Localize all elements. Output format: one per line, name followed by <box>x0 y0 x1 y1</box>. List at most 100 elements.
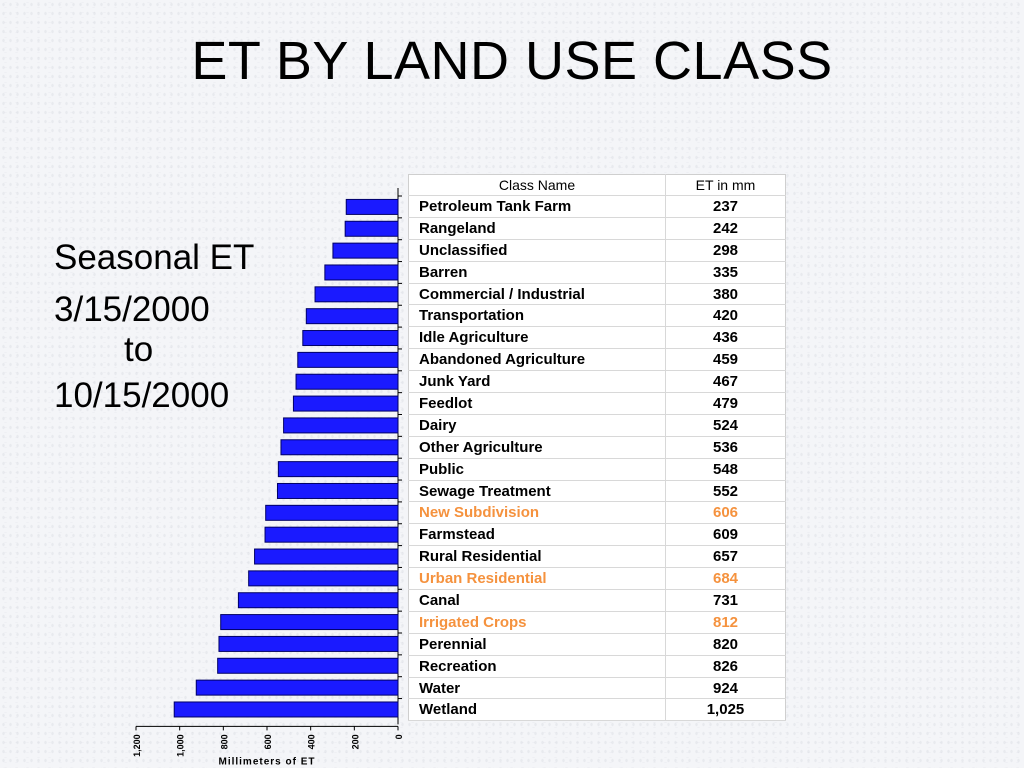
class-name-cell: Barren <box>408 261 666 284</box>
class-name-cell: Dairy <box>408 414 666 437</box>
header-class-name: Class Name <box>408 174 666 196</box>
class-name-cell: Junk Yard <box>408 370 666 394</box>
table-row: Other Agriculture 536 <box>408 436 786 459</box>
et-value-cell: 467 <box>665 370 786 394</box>
bar <box>195 679 399 696</box>
et-value-cell: 237 <box>665 195 786 218</box>
table-row: Rural Residential 657 <box>408 545 786 569</box>
class-name-cell: Other Agriculture <box>408 436 666 459</box>
period-start: 3/15/2000 <box>54 290 210 329</box>
class-name-cell: Abandoned Agriculture <box>408 348 666 372</box>
x-tick-label: 1,200 <box>132 734 142 757</box>
table-row: Unclassified 298 <box>408 239 786 262</box>
bar <box>292 395 399 412</box>
header-et-mm: ET in mm <box>665 174 786 196</box>
table-row: Recreation 826 <box>408 655 786 678</box>
class-name-cell: Commercial / Industrial <box>408 283 666 306</box>
table-row: Sewage Treatment 552 <box>408 480 786 503</box>
et-value-cell: 731 <box>665 589 786 612</box>
et-value-cell: 606 <box>665 501 786 525</box>
bar <box>324 264 399 281</box>
table-row: Barren 335 <box>408 261 786 284</box>
class-name-cell: Feedlot <box>408 392 666 415</box>
table-row: Junk Yard 467 <box>408 370 786 394</box>
class-name-cell: Unclassified <box>408 239 666 262</box>
bar <box>264 526 399 543</box>
et-value-cell: 536 <box>665 436 786 459</box>
bar <box>277 461 399 478</box>
et-value-cell: 812 <box>665 611 786 634</box>
bar <box>276 482 399 499</box>
class-name-cell: Recreation <box>408 655 666 678</box>
class-name-cell: Wetland <box>408 698 666 722</box>
bar <box>332 242 399 259</box>
class-name-cell: Sewage Treatment <box>408 480 666 503</box>
bar <box>302 330 399 347</box>
bar <box>297 351 399 368</box>
bar <box>280 439 399 456</box>
et-value-cell: 820 <box>665 633 786 656</box>
table-row: Perennial 820 <box>408 633 786 656</box>
x-tick-label: 600 <box>263 734 273 749</box>
et-value-cell: 609 <box>665 523 786 547</box>
table-row: Public 548 <box>408 458 786 481</box>
class-name-cell: Canal <box>408 589 666 612</box>
et-value-cell: 552 <box>665 480 786 503</box>
et-value-cell: 657 <box>665 545 786 569</box>
bar <box>220 614 399 631</box>
bar <box>283 417 399 434</box>
table-row: Petroleum Tank Farm 237 <box>408 195 786 218</box>
et-value-cell: 420 <box>665 304 786 328</box>
bar <box>254 548 399 565</box>
table-row: Rangeland 242 <box>408 217 786 240</box>
table-row: Farmstead 609 <box>408 523 786 547</box>
class-name-cell: Idle Agriculture <box>408 326 666 350</box>
bar <box>265 504 399 521</box>
class-name-cell: Petroleum Tank Farm <box>408 195 666 218</box>
bar <box>217 657 399 674</box>
et-value-cell: 826 <box>665 655 786 678</box>
class-name-cell: Transportation <box>408 304 666 328</box>
class-name-cell: Rangeland <box>408 217 666 240</box>
et-value-cell: 298 <box>665 239 786 262</box>
x-tick-label: 800 <box>219 734 229 749</box>
bar <box>237 592 399 609</box>
table-row: Water 924 <box>408 677 786 700</box>
bar <box>295 373 399 390</box>
table-row: New Subdivision 606 <box>408 501 786 525</box>
class-name-cell: New Subdivision <box>408 501 666 525</box>
slide-title: ET BY LAND USE CLASS <box>191 31 833 91</box>
et-value-cell: 524 <box>665 414 786 437</box>
table-row: Dairy 524 <box>408 414 786 437</box>
table-row: Urban Residential 684 <box>408 567 786 591</box>
x-tick-label: 400 <box>307 734 317 749</box>
table-row: Irrigated Crops 812 <box>408 611 786 634</box>
table-row: Abandoned Agriculture 459 <box>408 348 786 372</box>
x-tick-label: 200 <box>350 734 360 749</box>
x-axis-title: Millimeters of ET <box>218 756 315 767</box>
bar <box>345 198 399 215</box>
et-value-cell: 924 <box>665 677 786 700</box>
et-value-cell: 436 <box>665 326 786 350</box>
bar <box>344 220 399 237</box>
table-row: Feedlot 479 <box>408 392 786 415</box>
table-row: Transportation 420 <box>408 304 786 328</box>
bar <box>314 286 399 303</box>
class-name-cell: Rural Residential <box>408 545 666 569</box>
period-end: 10/15/2000 <box>54 376 230 415</box>
et-table: Class Name ET in mm Petroleum Tank Farm 2… <box>408 174 786 722</box>
table-row: Wetland 1,025 <box>408 698 786 722</box>
bar <box>218 635 399 652</box>
x-tick-label: 1,000 <box>176 734 186 757</box>
et-value-cell: 459 <box>665 348 786 372</box>
period-to: to <box>124 330 154 369</box>
et-value-cell: 1,025 <box>665 698 786 722</box>
et-value-cell: 479 <box>665 392 786 415</box>
et-value-cell: 380 <box>665 283 786 306</box>
class-name-cell: Irrigated Crops <box>408 611 666 634</box>
bar <box>248 570 399 587</box>
class-name-cell: Public <box>408 458 666 481</box>
period-label: Seasonal ET <box>54 238 255 277</box>
x-tick-label: 0 <box>394 734 404 739</box>
